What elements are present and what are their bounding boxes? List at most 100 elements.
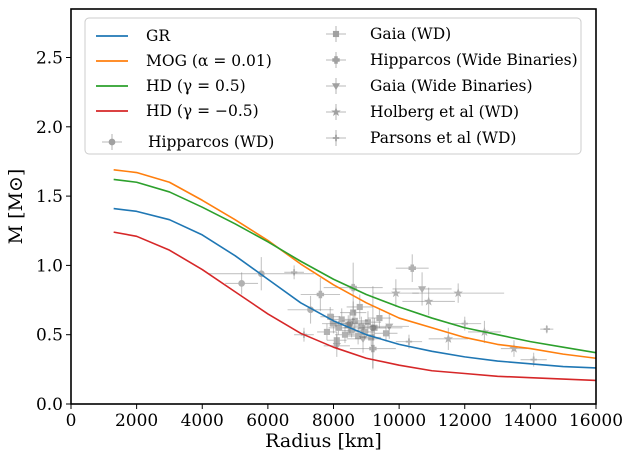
data-point: [540, 325, 554, 334]
legend-label: Gaia (WD): [370, 25, 451, 43]
legend-label: HD (γ = 0.5): [146, 77, 246, 95]
x-tick-label: 16000: [569, 411, 623, 431]
data-marker: [335, 324, 342, 331]
series-line-0: [113, 207, 596, 369]
data-marker: [356, 303, 363, 311]
legend-marker-5: [326, 130, 346, 146]
legend-symbol: [332, 134, 340, 142]
data-marker: [385, 323, 394, 331]
data-marker: [332, 343, 341, 350]
error-series-1: [317, 294, 398, 349]
data-marker: [369, 344, 377, 353]
data-point: [372, 279, 419, 307]
data-marker: [443, 333, 454, 343]
error-series-3: [323, 272, 452, 357]
legend-marker-1: [326, 26, 346, 42]
data-marker: [346, 320, 354, 327]
data-marker: [423, 296, 434, 306]
x-tick-label: 4000: [181, 411, 224, 431]
data-marker: [391, 288, 401, 298]
legend-symbol: [332, 30, 340, 38]
x-tick-label: 8000: [312, 411, 355, 431]
x-tick-label: 0: [66, 411, 77, 431]
y-tick-label: 2.5: [36, 49, 63, 69]
y-tick-label: 1.0: [36, 256, 63, 276]
data-marker: [382, 330, 390, 337]
data-point: [363, 318, 386, 338]
data-marker: [351, 317, 358, 324]
data-marker: [341, 331, 349, 338]
data-point: [284, 265, 304, 280]
data-marker: [238, 280, 246, 287]
x-tick-label: 14000: [503, 411, 557, 431]
data-point: [395, 254, 429, 283]
data-marker: [364, 319, 372, 326]
y-tick-label: 1.5: [36, 187, 63, 207]
data-marker: [453, 288, 463, 298]
series-line-1: [113, 168, 596, 360]
data-point: [340, 301, 367, 324]
y-tick-label: 0.5: [36, 326, 63, 346]
data-point: [326, 331, 347, 349]
data-point: [328, 320, 349, 335]
series-line-3: [113, 231, 596, 382]
data-marker: [358, 336, 368, 344]
data-point: [500, 340, 528, 357]
data-marker: [290, 269, 298, 276]
legend-label: MOG (α = 0.01): [146, 52, 272, 70]
data-point: [392, 272, 452, 306]
data-point: [317, 323, 337, 341]
data-marker: [405, 338, 413, 345]
series-line-2: [113, 178, 596, 354]
data-point: [428, 327, 469, 350]
y-tick-label: 0.0: [36, 395, 63, 415]
data-marker: [358, 323, 365, 330]
error-series-4: [372, 279, 528, 357]
data-point: [330, 312, 370, 335]
data-marker: [461, 320, 468, 327]
data-marker: [408, 264, 416, 272]
legend-symbol: [331, 107, 341, 117]
data-marker: [418, 286, 427, 294]
data-point: [300, 277, 341, 312]
legend-label: GR: [146, 27, 171, 45]
x-axis-label: Radius [km]: [265, 430, 382, 452]
legend: GR MOG (α = 0.01) HD (γ = 0.5) HD (γ = −0.5…: [84, 17, 582, 155]
data-point: [346, 325, 380, 353]
data-point: [323, 334, 350, 357]
legend-label: Parsons et al (WD): [370, 129, 516, 147]
data-point: [341, 309, 368, 332]
data-point: [287, 295, 334, 324]
data-marker: [333, 337, 340, 344]
data-marker: [323, 328, 330, 335]
data-marker: [350, 309, 357, 316]
data-marker: [530, 356, 537, 363]
legend-marker-4: [326, 104, 346, 120]
legend-symbol: [332, 56, 340, 64]
plot-area: [113, 168, 596, 382]
data-marker: [338, 316, 345, 323]
legend-label: Gaia (Wide Binaries): [370, 77, 533, 95]
data-point: [367, 308, 391, 328]
legend-marker-2: [326, 52, 346, 68]
x-tick-label: 10000: [372, 411, 426, 431]
data-point: [349, 329, 396, 368]
x-tick-label: 12000: [438, 411, 492, 431]
data-point: [374, 325, 398, 342]
x-tick-label: 2000: [115, 411, 158, 431]
data-marker: [369, 324, 377, 332]
data-point: [369, 313, 409, 339]
data-point: [225, 272, 259, 295]
y-tick-label: 2.0: [36, 118, 63, 138]
data-point: [402, 287, 455, 316]
data-marker: [355, 333, 362, 340]
error-series-5: [284, 265, 554, 367]
legend-symbol: [108, 138, 116, 146]
axes: 0 2000 4000 6000 8000 10000 12000 14000 16000 0.0…: [5, 8, 623, 452]
data-marker: [316, 290, 325, 299]
data-point: [354, 311, 382, 334]
y-axis-label: M [M⊙]: [5, 169, 27, 245]
data-marker: [376, 315, 383, 322]
data-point: [346, 294, 373, 320]
